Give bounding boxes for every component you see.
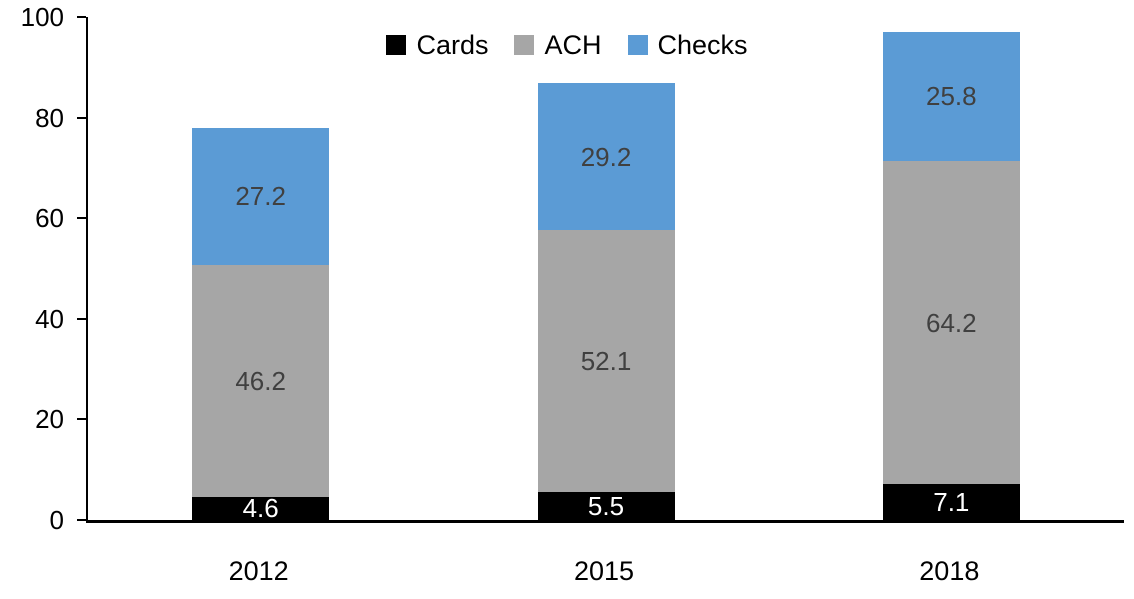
- x-axis-label: 2012: [228, 556, 289, 586]
- bar-value-label: 4.6: [242, 493, 279, 524]
- y-tick-mark: [77, 116, 86, 119]
- x-axis-label: 2018: [919, 556, 980, 586]
- bar-segment-checks: 29.2: [537, 83, 675, 231]
- bar-value-label: 5.5: [587, 491, 625, 522]
- y-tick-mark: [77, 16, 86, 18]
- bar-segment-ach: 46.2: [192, 264, 330, 497]
- bar-2012: 4.6 46.2 27.2: [192, 127, 330, 524]
- legend-swatch-checks: [627, 35, 648, 55]
- y-tick-mark: [77, 317, 86, 320]
- bar-value-label: 52.1: [580, 346, 632, 377]
- y-tick-label: 0: [49, 505, 64, 535]
- bar-value-label: 27.2: [235, 181, 286, 212]
- legend-label-ach: ACH: [544, 30, 602, 60]
- bar-value-label: 46.2: [235, 365, 286, 396]
- bar-value-label: 25.8: [926, 81, 977, 112]
- plot-area: 4.6 46.2 27.2 5.5 52.1 29.2 7.1 64.2 25.8: [86, 17, 1124, 523]
- bar-segment-cards: 4.6: [192, 493, 330, 524]
- y-tick-label: 40: [35, 303, 64, 334]
- legend-item-cards: Cards: [386, 30, 488, 60]
- y-tick-label: 20: [35, 404, 64, 435]
- bar-segment-cards: 7.1: [882, 484, 1020, 520]
- legend-swatch-ach: [514, 35, 535, 55]
- bar-value-label: 29.2: [580, 141, 632, 172]
- bar-value-label: 64.2: [926, 307, 977, 338]
- bar-segment-ach: 52.1: [537, 230, 675, 493]
- chart-legend: Cards ACH Checks: [0, 30, 1134, 60]
- legend-label-checks: Checks: [657, 30, 748, 60]
- bar-2015: 5.5 52.1 29.2: [537, 83, 675, 522]
- y-tick-label: 100: [20, 2, 64, 32]
- x-axis-label: 2015: [573, 556, 635, 586]
- legend-label-cards: Cards: [416, 30, 489, 60]
- bar-segment-cards: 5.5: [537, 491, 675, 522]
- bar-2018: 7.1 64.2 25.8: [882, 31, 1020, 520]
- y-tick-mark: [77, 418, 86, 421]
- bar-segment-checks: 27.2: [192, 127, 330, 265]
- legend-item-ach: ACH: [514, 30, 602, 60]
- y-tick-label: 80: [35, 102, 64, 133]
- legend-swatch-cards: [386, 35, 407, 55]
- bar-value-label: 7.1: [933, 487, 970, 518]
- y-tick-mark: [77, 217, 86, 220]
- bar-segment-checks: 25.8: [882, 31, 1020, 162]
- y-axis: 0 20 40 60 80 100: [0, 2, 86, 535]
- x-axis: 2012 2015 2018: [86, 556, 1124, 590]
- legend-item-checks: Checks: [627, 30, 748, 60]
- bar-segment-ach: 64.2: [882, 161, 1020, 485]
- y-tick-label: 60: [35, 203, 64, 234]
- y-tick-mark: [77, 519, 86, 521]
